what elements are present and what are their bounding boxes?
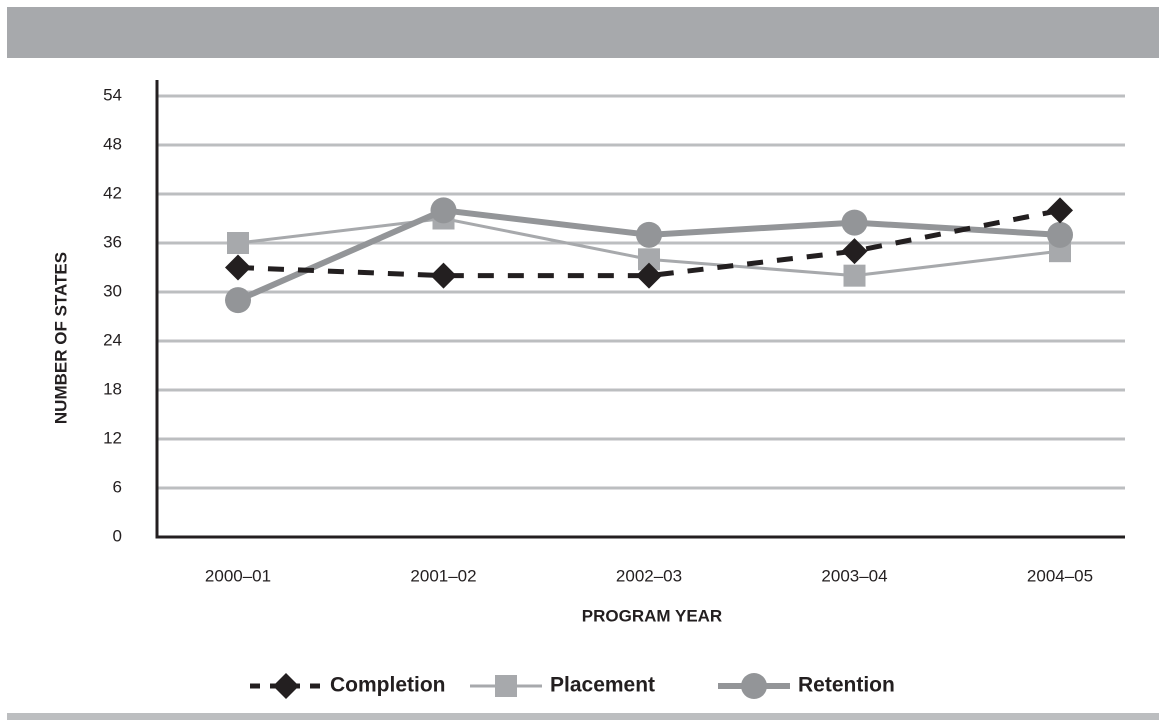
legend-label: Completion <box>330 674 446 697</box>
footer-bar <box>7 713 1159 720</box>
x-tick-label: 2001–02 <box>410 566 476 585</box>
data-point <box>430 197 457 224</box>
y-tick-label: 0 <box>113 526 122 545</box>
x-axis-title: PROGRAM YEAR <box>582 606 722 625</box>
x-tick-label: 2003–04 <box>821 566 887 585</box>
x-tick-label: 2000–01 <box>205 566 271 585</box>
legend-label: Retention <box>798 674 895 697</box>
y-tick-label: 24 <box>103 330 122 349</box>
legend-marker <box>741 673 767 699</box>
data-point <box>843 264 866 287</box>
y-tick-label: 54 <box>103 85 122 104</box>
data-point <box>225 287 251 314</box>
header-bar <box>7 7 1159 58</box>
data-point <box>841 209 868 236</box>
y-tick-label: 48 <box>103 134 122 153</box>
x-tick-label: 2004–05 <box>1027 566 1093 585</box>
y-tick-label: 42 <box>103 183 122 202</box>
y-tick-label: 6 <box>113 477 122 496</box>
data-point <box>638 248 660 271</box>
data-point <box>227 232 249 254</box>
x-tick-label: 2002–03 <box>616 566 682 585</box>
y-tick-label: 30 <box>103 281 122 300</box>
data-point <box>841 238 868 265</box>
data-point <box>1047 197 1073 224</box>
legend-marker <box>495 675 517 697</box>
data-point <box>225 254 251 281</box>
y-tick-label: 36 <box>103 232 122 251</box>
y-tick-label: 18 <box>103 379 122 398</box>
data-point <box>636 262 662 289</box>
y-tick-label: 12 <box>103 428 122 447</box>
data-point <box>430 262 457 289</box>
legend-label: Placement <box>550 674 655 697</box>
y-axis-title: NUMBER OF STATES <box>51 252 70 424</box>
data-point <box>636 221 662 248</box>
legend-marker <box>273 673 299 699</box>
data-point <box>1047 221 1073 248</box>
